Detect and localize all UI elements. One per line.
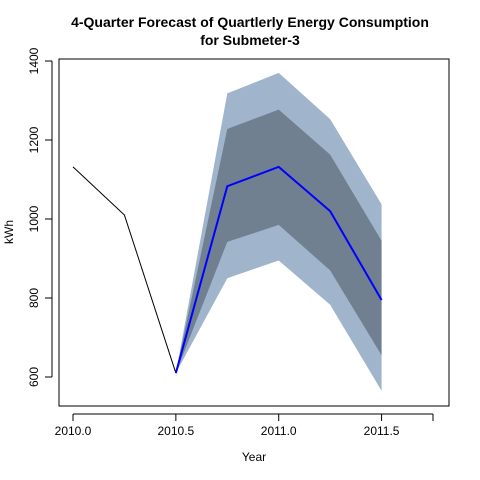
y-tick-label: 1000 — [27, 205, 41, 232]
x-tick-label: 2010.0 — [55, 424, 92, 438]
y-tick-label: 1400 — [27, 47, 41, 74]
y-tick-label: 800 — [27, 288, 41, 308]
x-axis-label: Year — [242, 450, 266, 464]
plot-frame — [58, 58, 450, 407]
y-tick-label: 1200 — [27, 126, 41, 153]
forecast-mean-line — [174, 165, 383, 374]
y-axis-label: kWh — [2, 220, 16, 244]
chart-title-line1: 4-Quarter Forecast of Quartlerly Energy … — [71, 14, 429, 30]
y-axis: 600 800 1000 1200 1400 — [27, 47, 53, 387]
band-80 — [175, 109, 382, 374]
history-line — [72, 166, 177, 374]
x-tick-label: 2011.5 — [364, 424, 400, 438]
x-tick-label: 2011.0 — [261, 424, 297, 438]
x-axis: 2010.0 2010.5 2011.0 2011.5 — [55, 413, 434, 438]
x-tick-label: 2010.5 — [158, 424, 195, 438]
forecast-bands — [175, 72, 382, 391]
chart-title-line2: for Submeter-3 — [200, 32, 300, 48]
y-tick-label: 600 — [27, 367, 41, 387]
data-lines — [72, 165, 383, 374]
